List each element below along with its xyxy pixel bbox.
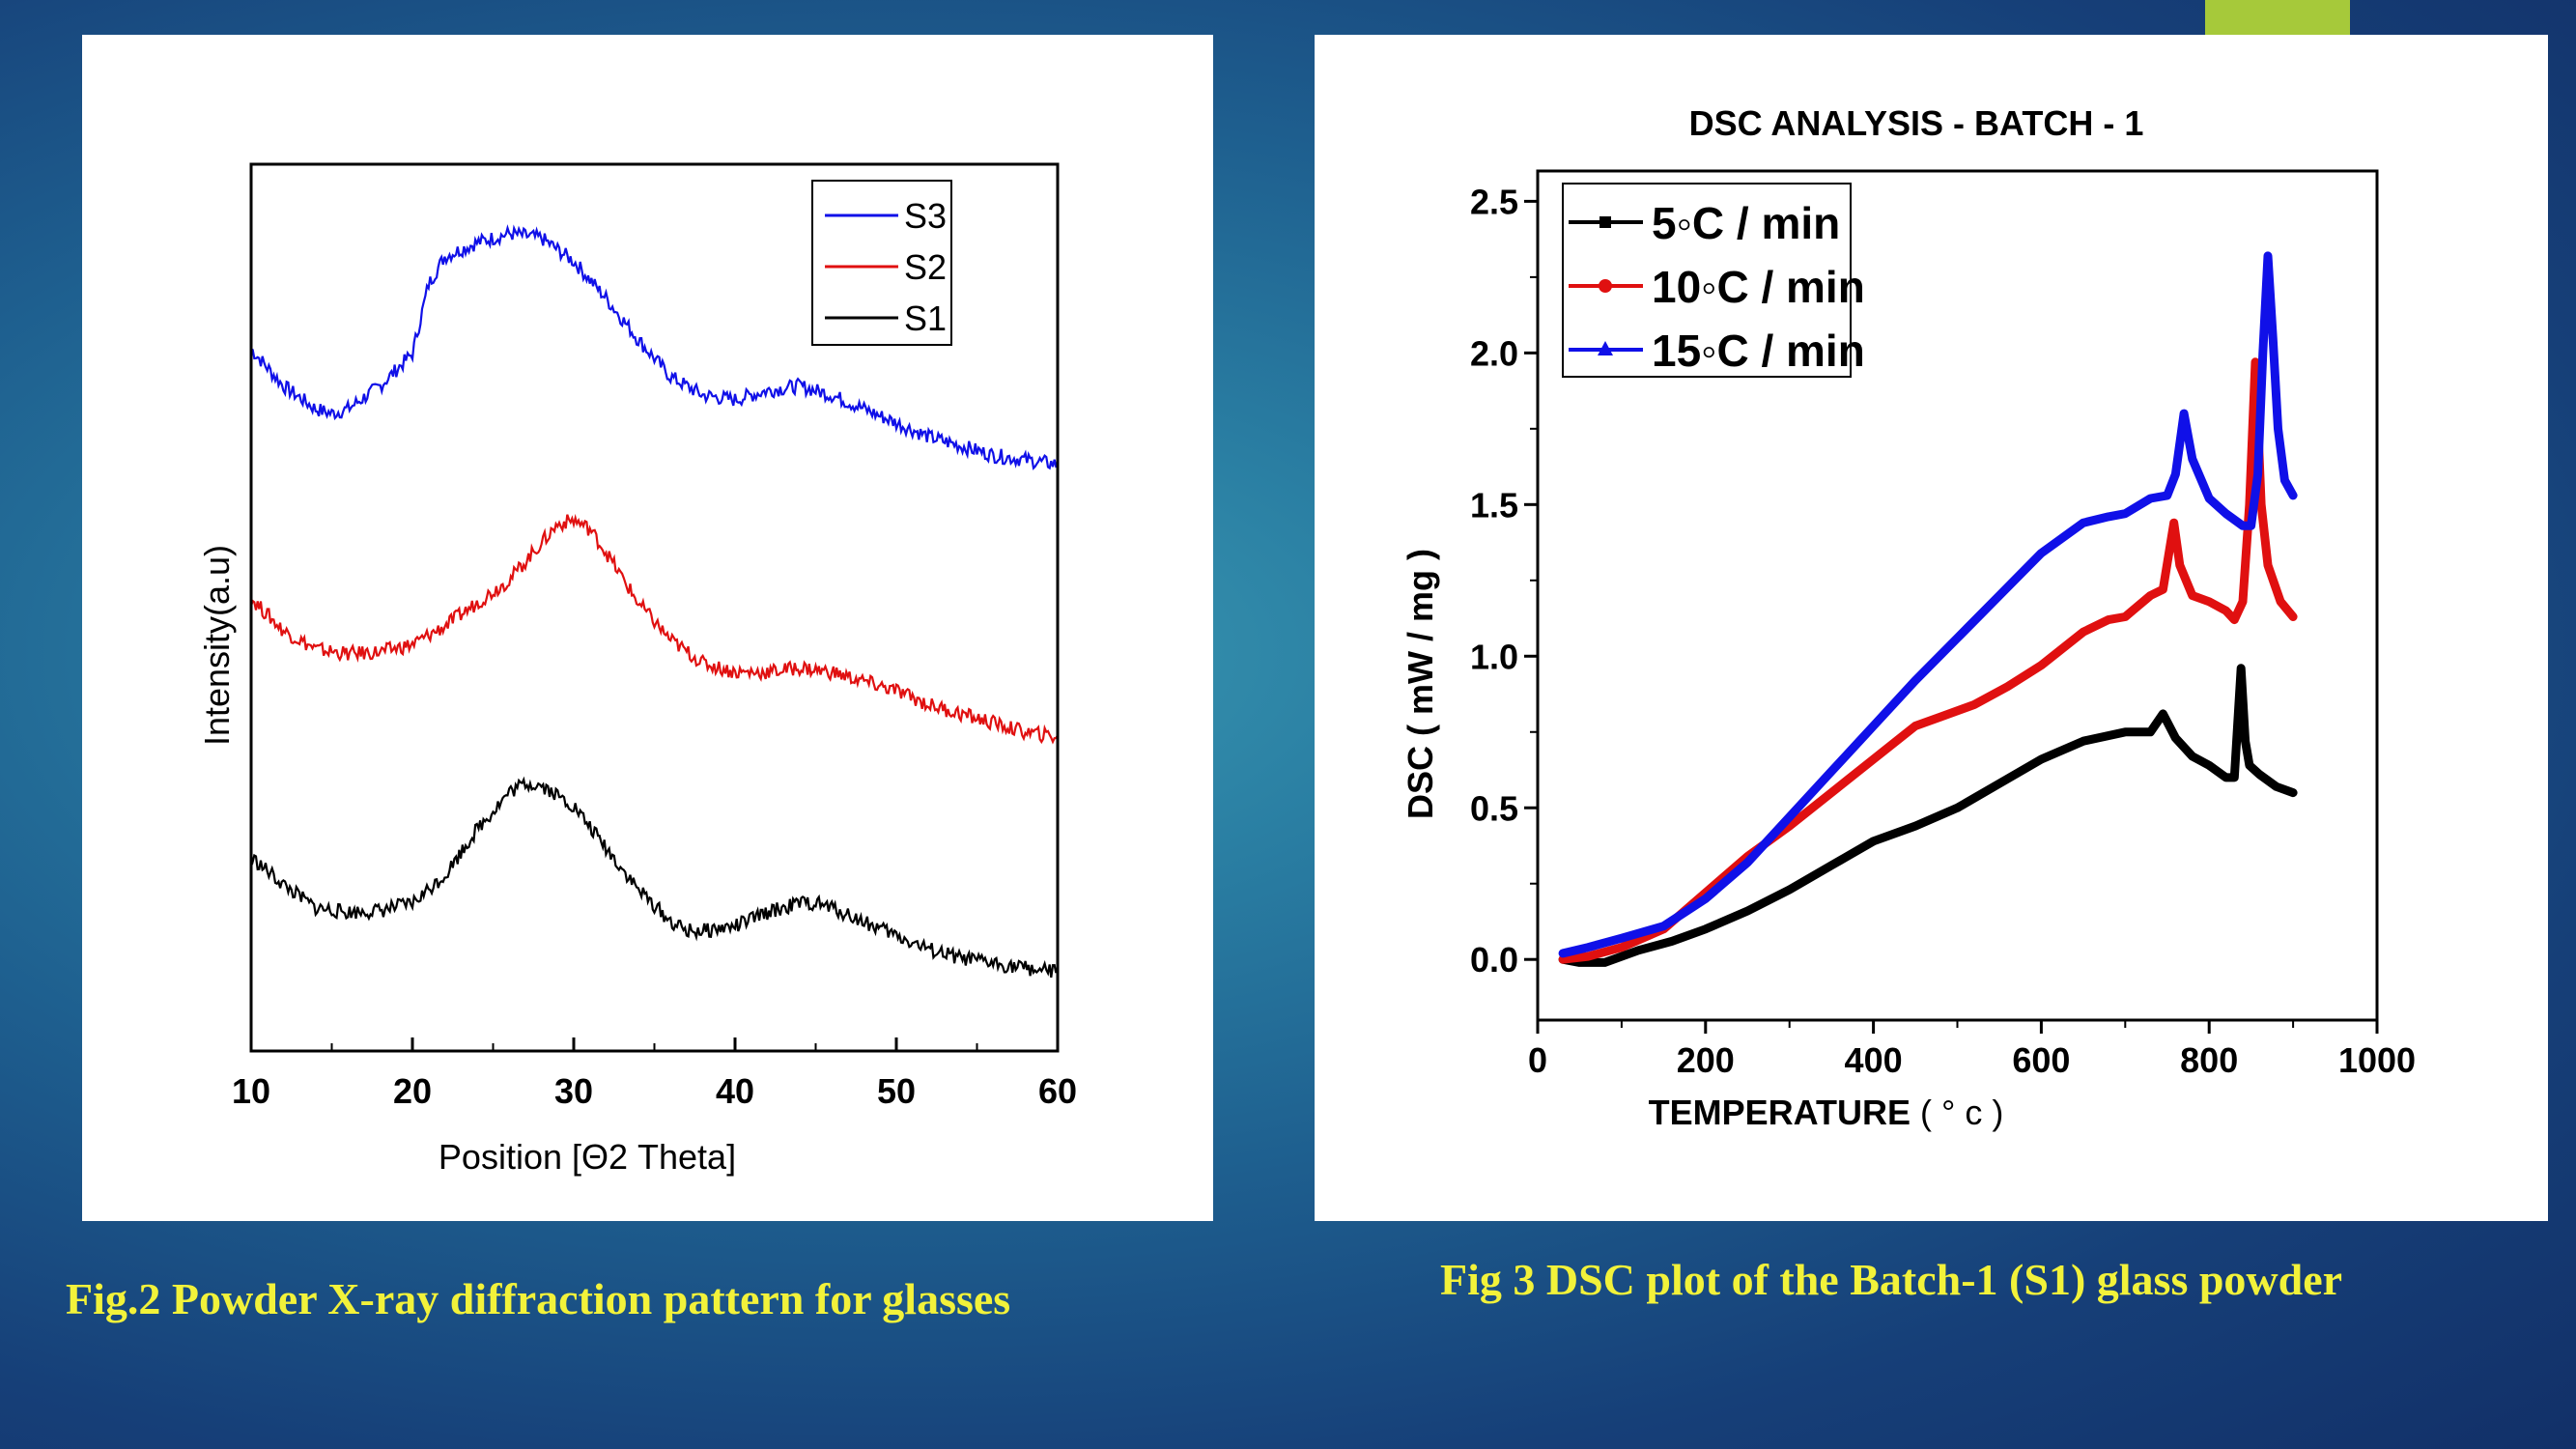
xrd-chart-panel: 10 20 30 40 50 60 S3 S2 S1 Position [Θ2 Theta… bbox=[82, 35, 1213, 1221]
dsc-x-tick-label: 400 bbox=[1845, 1040, 1903, 1080]
dsc-y-tick-label: 2.0 bbox=[1470, 333, 1518, 373]
xrd-x-axis-label: Position [Θ2 Theta] bbox=[439, 1137, 736, 1177]
dsc-legend-marker-triangle bbox=[1598, 341, 1613, 355]
dsc-legend: 5◦C / min 10◦C / min 15◦C / min bbox=[1562, 183, 1865, 378]
dsc-x-axis-unit: ( ° c ) bbox=[1920, 1093, 2003, 1132]
dsc-y-tick-label: 1.0 bbox=[1470, 637, 1518, 676]
xrd-chart: 10 20 30 40 50 60 S3 S2 S1 Position [Θ2 Theta… bbox=[197, 162, 1077, 1177]
xrd-x-tick-label: 40 bbox=[716, 1071, 754, 1111]
xrd-x-tick-label: 20 bbox=[393, 1071, 432, 1111]
accent-bar bbox=[2205, 0, 2350, 35]
dsc-series-15-c-per-min bbox=[1558, 251, 2298, 958]
dsc-legend-label-5: 5◦C / min bbox=[1652, 198, 1840, 248]
dsc-legend-marker-circle bbox=[1599, 279, 1612, 293]
dsc-x-tick-label: 200 bbox=[1677, 1040, 1735, 1080]
xrd-figure-caption: Fig.2 Powder X-ray diffraction pattern f… bbox=[66, 1274, 1011, 1323]
dsc-x-tick-label: 600 bbox=[2012, 1040, 2070, 1080]
dsc-y-tick-label: 1.5 bbox=[1470, 485, 1518, 525]
dsc-x-tick-label: 800 bbox=[2180, 1040, 2238, 1080]
dsc-chart: DSC ANALYSIS - BATCH - 1 0 200 400 600 800 10… bbox=[1401, 103, 2416, 1132]
xrd-series-s3 bbox=[250, 224, 1059, 470]
xrd-y-axis-label: Intensity(a.u) bbox=[197, 545, 237, 746]
xrd-x-tick-label: 30 bbox=[554, 1071, 593, 1111]
dsc-legend-label-15: 15◦C / min bbox=[1652, 326, 1865, 376]
dsc-x-tick-label: 1000 bbox=[2338, 1040, 2416, 1080]
dsc-series-10-c-per-min bbox=[1558, 357, 2298, 964]
dsc-legend-marker-square bbox=[1599, 216, 1611, 228]
xrd-series-s1 bbox=[249, 776, 1060, 979]
dsc-chart-title: DSC ANALYSIS - BATCH - 1 bbox=[1689, 103, 2144, 143]
dsc-figure-caption: Fig 3 DSC plot of the Batch-1 (S1) glass… bbox=[1440, 1255, 2343, 1304]
dsc-chart-panel: DSC ANALYSIS - BATCH - 1 0 200 400 600 800 10… bbox=[1315, 35, 2548, 1221]
xrd-legend-label-s2: S2 bbox=[904, 247, 947, 287]
dsc-series-5-c-per-min bbox=[1558, 664, 2298, 967]
xrd-x-tick-label: 50 bbox=[877, 1071, 916, 1111]
dsc-y-tick-label: 2.5 bbox=[1470, 182, 1518, 221]
dsc-x-tick-label: 0 bbox=[1528, 1040, 1547, 1080]
xrd-series-s2 bbox=[249, 513, 1059, 745]
xrd-legend: S3 S2 S1 bbox=[811, 180, 952, 346]
dsc-y-axis-label: DSC ( mW / mg ) bbox=[1401, 549, 1440, 819]
dsc-legend-label-10: 10◦C / min bbox=[1652, 262, 1865, 312]
dsc-x-axis-label: TEMPERATURE bbox=[1649, 1093, 1911, 1132]
xrd-legend-label-s1: S1 bbox=[904, 298, 947, 338]
xrd-x-tick-label: 60 bbox=[1038, 1071, 1077, 1111]
dsc-y-tick-label: 0.5 bbox=[1470, 788, 1518, 828]
dsc-y-tick-label: 0.0 bbox=[1470, 940, 1518, 980]
xrd-x-tick-label: 10 bbox=[232, 1071, 270, 1111]
xrd-legend-label-s3: S3 bbox=[904, 196, 947, 236]
